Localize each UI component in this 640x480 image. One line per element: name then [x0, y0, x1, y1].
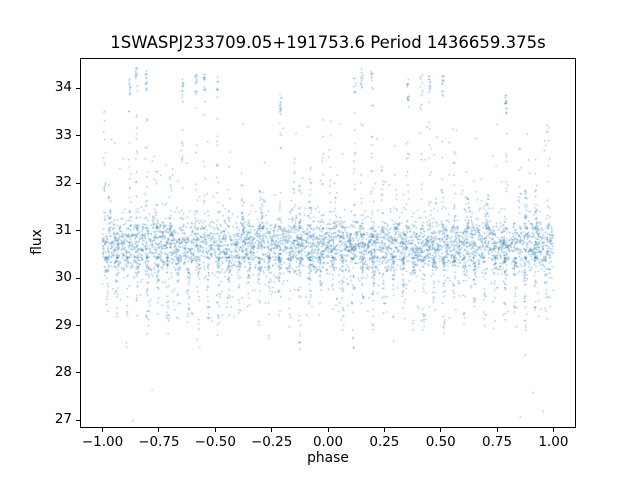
y-tick-label: 32	[54, 174, 72, 191]
x-tick-mark	[440, 427, 442, 432]
x-tick-label: −1.00	[81, 433, 124, 450]
x-tick-mark	[158, 427, 160, 432]
y-tick-label: 29	[54, 316, 72, 333]
chart-title: 1SWASPJ233709.05+191753.6 Period 1436659…	[110, 33, 546, 52]
y-tick-label: 30	[54, 269, 72, 286]
x-tick-mark	[552, 427, 554, 432]
y-tick-mark	[76, 419, 80, 421]
x-tick-mark	[327, 427, 329, 432]
x-tick-label: −0.75	[138, 433, 180, 450]
y-tick-label: 28	[54, 363, 72, 380]
x-tick-label: −0.25	[250, 433, 293, 450]
y-tick-label: 31	[54, 221, 72, 238]
y-tick-mark	[76, 87, 80, 89]
x-tick-label: 0.50	[425, 433, 456, 450]
x-tick-label: 0.00	[312, 433, 344, 450]
x-tick-label: −0.50	[194, 433, 236, 450]
x-tick-label: 0.75	[482, 433, 513, 450]
x-tick-mark	[383, 427, 385, 432]
scatter-points-canvas	[80, 57, 576, 428]
y-tick-label: 27	[54, 411, 72, 428]
x-tick-label: 0.25	[369, 433, 400, 450]
y-tick-label: 33	[54, 126, 72, 143]
x-tick-mark	[214, 427, 216, 432]
y-tick-mark	[76, 277, 80, 279]
y-tick-mark	[76, 135, 80, 137]
y-axis-label: flux	[29, 229, 45, 255]
plot-area	[80, 57, 576, 428]
x-axis-label: phase	[307, 450, 349, 466]
x-tick-mark	[102, 427, 104, 432]
y-tick-label: 34	[54, 79, 72, 96]
y-tick-mark	[76, 182, 80, 184]
y-tick-mark	[76, 372, 80, 374]
x-tick-label: 1.00	[538, 433, 569, 450]
x-tick-mark	[496, 427, 498, 432]
x-tick-mark	[271, 427, 273, 432]
y-tick-mark	[76, 325, 80, 326]
y-tick-mark	[76, 230, 80, 232]
